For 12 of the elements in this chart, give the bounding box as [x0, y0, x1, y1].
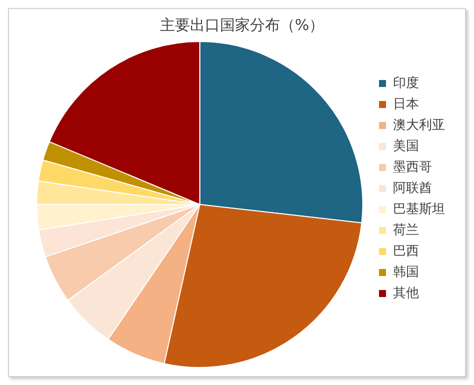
legend-label: 巴基斯坦: [393, 202, 445, 217]
legend-label: 墨西哥: [393, 160, 432, 175]
legend-label: 巴西: [393, 244, 419, 259]
legend-label: 澳大利亚: [393, 118, 445, 133]
legend-label: 韩国: [393, 264, 419, 280]
chart-title: 主要出口国家分布（%）: [160, 16, 324, 34]
legend-label: 美国: [393, 138, 419, 154]
legend-label: 其他: [393, 286, 419, 301]
legend-label: 印度: [393, 74, 419, 91]
legend-label: 荷兰: [393, 222, 419, 238]
legend-label: 日本: [393, 96, 419, 112]
legend-label: 阿联酋: [393, 180, 432, 196]
